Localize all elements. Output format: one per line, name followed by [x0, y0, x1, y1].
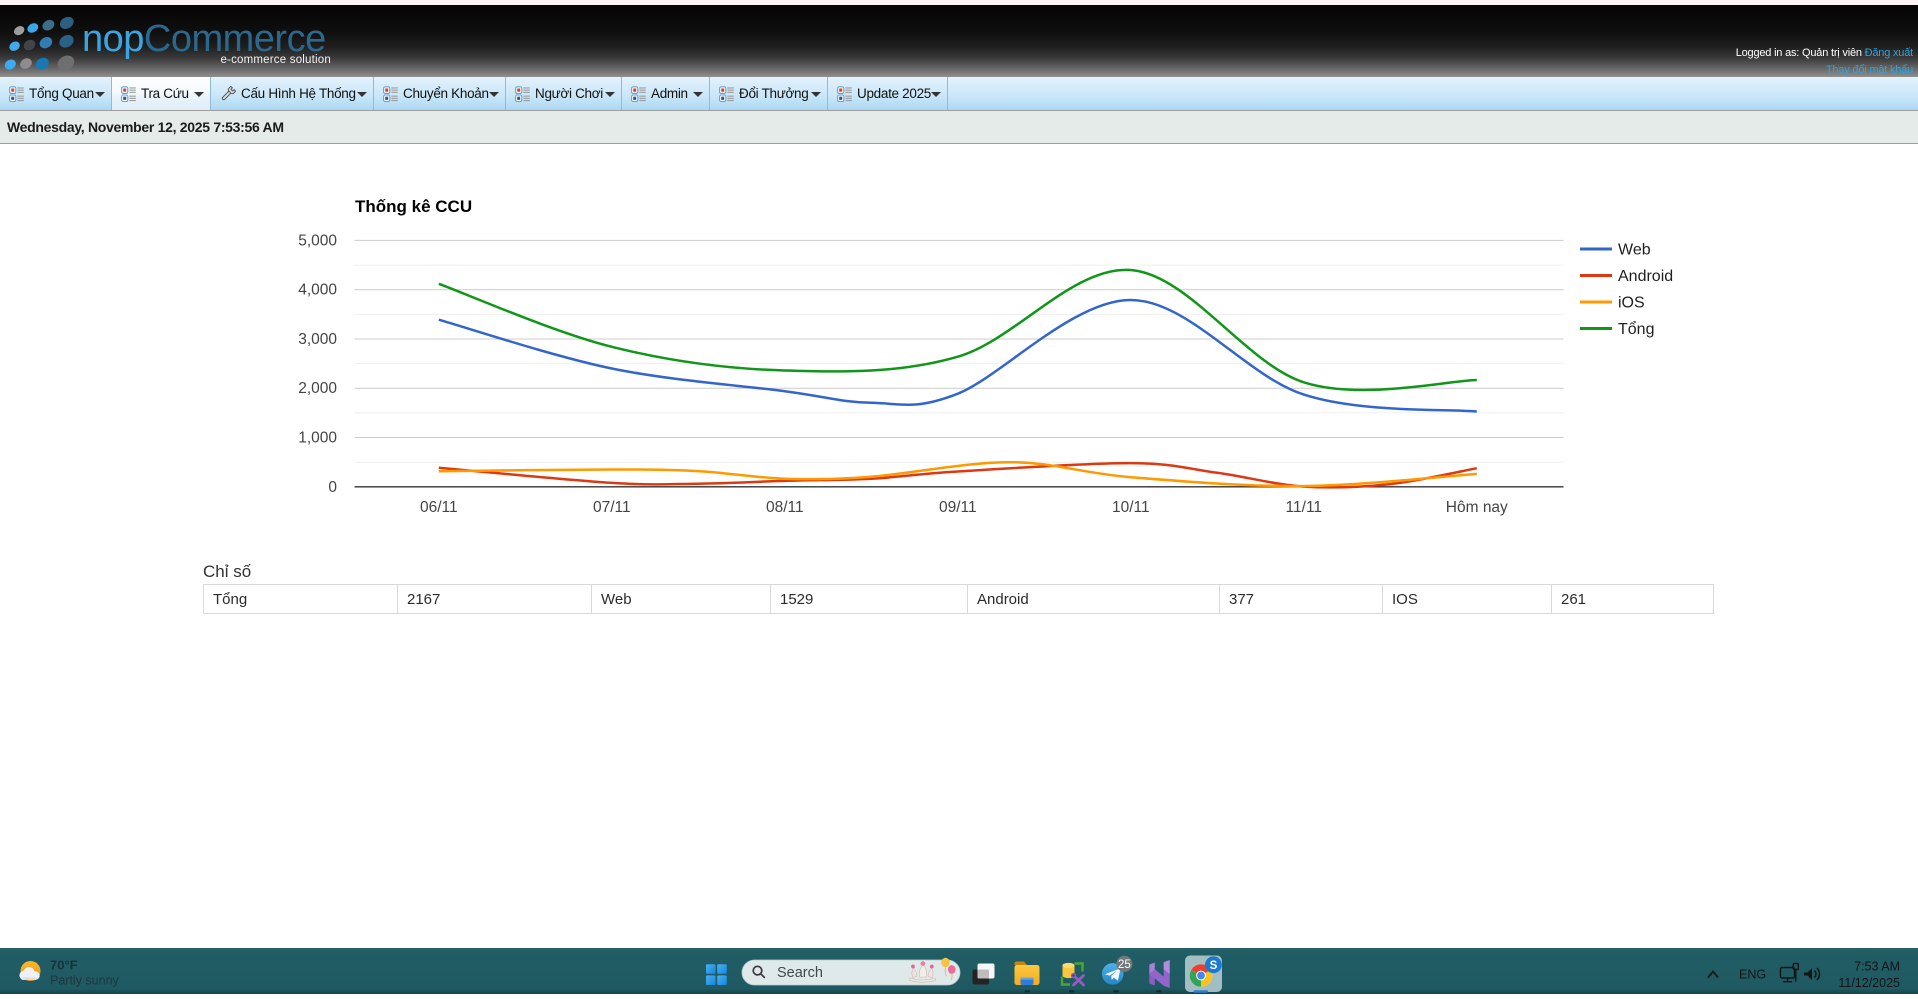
svg-text:2,000: 2,000: [298, 380, 337, 397]
svg-text:e-commerce solution: e-commerce solution: [220, 54, 331, 66]
svg-text:Partly sunny: Partly sunny: [50, 974, 120, 988]
svg-text:7:53 AM: 7:53 AM: [1854, 960, 1900, 974]
svg-text:nopCommerce: nopCommerce: [82, 18, 326, 60]
svg-text:Tổng: Tổng: [1618, 320, 1654, 338]
svg-text:S: S: [1210, 960, 1218, 972]
svg-text:Thống kê CCU: Thống kê CCU: [355, 197, 472, 216]
svg-text:11/12/2025: 11/12/2025: [1838, 976, 1900, 990]
svg-text:10/11: 10/11: [1112, 499, 1150, 516]
svg-text:1,000: 1,000: [298, 430, 337, 447]
svg-text:07/11: 07/11: [593, 499, 631, 516]
svg-text:0: 0: [328, 479, 337, 496]
svg-text:Android: Android: [1618, 268, 1673, 285]
svg-text:iOS: iOS: [1618, 295, 1645, 312]
svg-text:08/11: 08/11: [766, 499, 804, 516]
svg-text:09/11: 09/11: [939, 499, 977, 516]
svg-text:70°F: 70°F: [50, 958, 78, 973]
svg-text:4,000: 4,000: [298, 282, 337, 299]
svg-text:Hôm nay: Hôm nay: [1446, 499, 1508, 516]
svg-text:3,000: 3,000: [298, 331, 337, 348]
svg-text:Web: Web: [1618, 242, 1651, 259]
svg-text:5,000: 5,000: [298, 232, 337, 249]
svg-text:Search: Search: [777, 965, 823, 981]
svg-text:25: 25: [1118, 959, 1131, 971]
svg-text:11/11: 11/11: [1286, 499, 1323, 516]
svg-text:ENG: ENG: [1739, 968, 1766, 982]
svg-text:06/11: 06/11: [420, 499, 458, 516]
